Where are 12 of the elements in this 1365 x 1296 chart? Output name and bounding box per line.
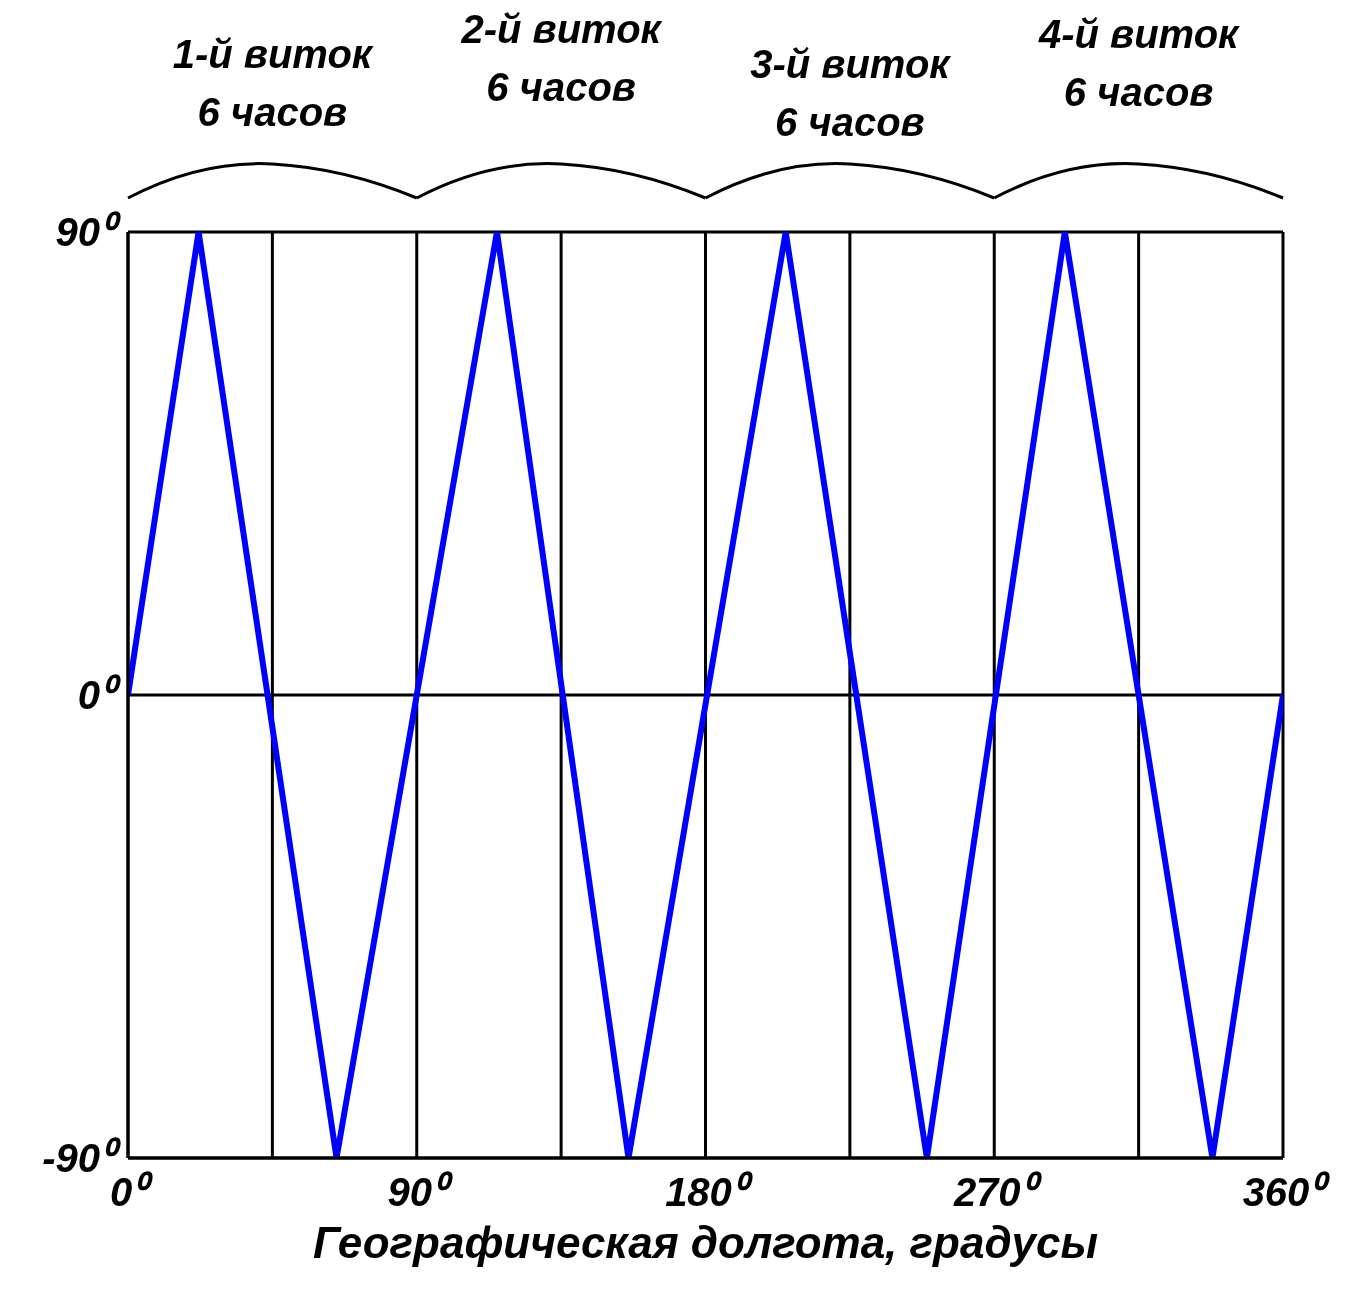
x-tick-label: 360⁰ — [1242, 1170, 1332, 1214]
x-tick-label: 90⁰ — [387, 1170, 454, 1214]
x-tick-label: 180⁰ — [665, 1170, 754, 1214]
x-axis-title: Географическая долгота, градусы — [311, 1218, 1100, 1268]
x-tick-label: 0⁰ — [109, 1170, 155, 1214]
y-tick-label: 90⁰ — [55, 210, 122, 254]
text: 2-й виток 6 часов — [460, 7, 663, 109]
text: 3-й виток 6 часов — [750, 42, 952, 144]
text: 1-й виток 6 часов — [172, 32, 374, 134]
y-tick-label: 0⁰ — [77, 673, 122, 717]
x-tick-label: 270⁰ — [952, 1170, 1043, 1214]
text: 4-й виток 6 часов — [1037, 12, 1241, 114]
